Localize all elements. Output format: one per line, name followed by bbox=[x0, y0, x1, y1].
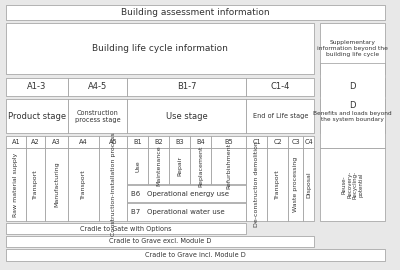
FancyBboxPatch shape bbox=[303, 136, 314, 148]
Text: A1-3: A1-3 bbox=[27, 83, 47, 92]
Text: B1: B1 bbox=[134, 139, 142, 145]
Text: B7   Operational water use: B7 Operational water use bbox=[131, 209, 225, 215]
Text: B1-7: B1-7 bbox=[177, 83, 196, 92]
FancyBboxPatch shape bbox=[45, 148, 68, 221]
FancyBboxPatch shape bbox=[26, 136, 45, 148]
Text: D: D bbox=[349, 101, 356, 110]
FancyBboxPatch shape bbox=[190, 136, 211, 148]
Text: Raw material supply: Raw material supply bbox=[14, 152, 18, 217]
Text: Building life cycle information: Building life cycle information bbox=[92, 44, 228, 53]
Text: C2: C2 bbox=[273, 139, 282, 145]
FancyBboxPatch shape bbox=[128, 77, 246, 96]
Text: Construction-installation process: Construction-installation process bbox=[111, 133, 116, 236]
Text: C3: C3 bbox=[291, 139, 300, 145]
Text: Maintenance: Maintenance bbox=[156, 146, 161, 187]
Text: Reuse-
Recovery-
Recycling-
potential: Reuse- Recovery- Recycling- potential bbox=[341, 170, 364, 198]
Text: End of Life stage: End of Life stage bbox=[253, 113, 308, 119]
FancyBboxPatch shape bbox=[288, 136, 303, 148]
Text: Cradle to Gate with Options: Cradle to Gate with Options bbox=[80, 225, 172, 232]
FancyBboxPatch shape bbox=[6, 99, 68, 133]
Text: Disposal: Disposal bbox=[306, 171, 311, 198]
Text: Cradle to Grave excl. Module D: Cradle to Grave excl. Module D bbox=[109, 238, 211, 244]
FancyBboxPatch shape bbox=[6, 23, 314, 74]
FancyBboxPatch shape bbox=[148, 136, 169, 148]
FancyBboxPatch shape bbox=[6, 236, 314, 247]
FancyBboxPatch shape bbox=[246, 148, 267, 221]
Text: Building assessment information: Building assessment information bbox=[121, 8, 270, 17]
FancyBboxPatch shape bbox=[128, 136, 148, 148]
FancyBboxPatch shape bbox=[148, 148, 169, 184]
FancyBboxPatch shape bbox=[128, 185, 246, 202]
Text: A1: A1 bbox=[12, 139, 20, 145]
Text: Waste processing: Waste processing bbox=[293, 157, 298, 212]
Text: Use stage: Use stage bbox=[166, 112, 208, 121]
FancyBboxPatch shape bbox=[68, 99, 128, 133]
Text: Manufacturing: Manufacturing bbox=[54, 162, 59, 207]
Text: B2: B2 bbox=[154, 139, 163, 145]
Text: Product stage: Product stage bbox=[8, 112, 66, 121]
FancyBboxPatch shape bbox=[320, 77, 385, 96]
Text: Cradle to Grave incl. Module D: Cradle to Grave incl. Module D bbox=[145, 252, 246, 258]
FancyBboxPatch shape bbox=[169, 136, 190, 148]
FancyBboxPatch shape bbox=[6, 223, 246, 234]
FancyBboxPatch shape bbox=[6, 249, 385, 261]
Text: A2: A2 bbox=[32, 139, 40, 145]
FancyBboxPatch shape bbox=[68, 148, 100, 221]
FancyBboxPatch shape bbox=[267, 136, 288, 148]
FancyBboxPatch shape bbox=[211, 136, 246, 148]
FancyBboxPatch shape bbox=[320, 63, 385, 148]
FancyBboxPatch shape bbox=[303, 148, 314, 221]
Text: Supplementary
information beyond the
building life cycle: Supplementary information beyond the bui… bbox=[317, 40, 388, 57]
Text: C1: C1 bbox=[252, 139, 261, 145]
FancyBboxPatch shape bbox=[100, 136, 128, 148]
FancyBboxPatch shape bbox=[169, 148, 190, 184]
FancyBboxPatch shape bbox=[320, 99, 385, 133]
FancyBboxPatch shape bbox=[246, 136, 267, 148]
Text: Transport: Transport bbox=[275, 170, 280, 199]
Text: B4: B4 bbox=[196, 139, 205, 145]
Text: A4: A4 bbox=[80, 139, 88, 145]
FancyBboxPatch shape bbox=[211, 148, 246, 184]
Text: Benefits and loads beyond
the system boundary: Benefits and loads beyond the system bou… bbox=[313, 111, 392, 122]
FancyBboxPatch shape bbox=[246, 99, 314, 133]
FancyBboxPatch shape bbox=[128, 148, 148, 184]
FancyBboxPatch shape bbox=[6, 148, 26, 221]
Text: A4-5: A4-5 bbox=[88, 83, 107, 92]
Text: C1-4: C1-4 bbox=[271, 83, 290, 92]
FancyBboxPatch shape bbox=[6, 136, 26, 148]
FancyBboxPatch shape bbox=[320, 23, 385, 74]
FancyBboxPatch shape bbox=[190, 148, 211, 184]
Text: Refurbishment: Refurbishment bbox=[226, 143, 231, 189]
Text: A5: A5 bbox=[109, 139, 118, 145]
FancyBboxPatch shape bbox=[68, 136, 100, 148]
Text: Transport: Transport bbox=[33, 170, 38, 199]
Text: A3: A3 bbox=[52, 139, 61, 145]
Text: C4: C4 bbox=[304, 139, 313, 145]
Text: D: D bbox=[349, 83, 356, 92]
FancyBboxPatch shape bbox=[26, 148, 45, 221]
FancyBboxPatch shape bbox=[320, 148, 385, 221]
Text: Use: Use bbox=[136, 160, 140, 172]
FancyBboxPatch shape bbox=[45, 136, 68, 148]
FancyBboxPatch shape bbox=[100, 148, 128, 221]
FancyBboxPatch shape bbox=[6, 77, 68, 96]
FancyBboxPatch shape bbox=[246, 77, 314, 96]
Text: De-construction demolition: De-construction demolition bbox=[254, 141, 259, 227]
Text: B6   Operational energy use: B6 Operational energy use bbox=[131, 191, 229, 197]
Text: Repair: Repair bbox=[177, 156, 182, 176]
Text: B3: B3 bbox=[176, 139, 184, 145]
FancyBboxPatch shape bbox=[267, 148, 288, 221]
Text: B5: B5 bbox=[224, 139, 233, 145]
Text: Construction
process stage: Construction process stage bbox=[75, 110, 120, 123]
Text: Replacement: Replacement bbox=[198, 146, 203, 187]
FancyBboxPatch shape bbox=[6, 5, 385, 20]
FancyBboxPatch shape bbox=[128, 99, 246, 133]
FancyBboxPatch shape bbox=[288, 148, 303, 221]
Text: Transport: Transport bbox=[81, 170, 86, 199]
FancyBboxPatch shape bbox=[128, 203, 246, 221]
FancyBboxPatch shape bbox=[68, 77, 128, 96]
